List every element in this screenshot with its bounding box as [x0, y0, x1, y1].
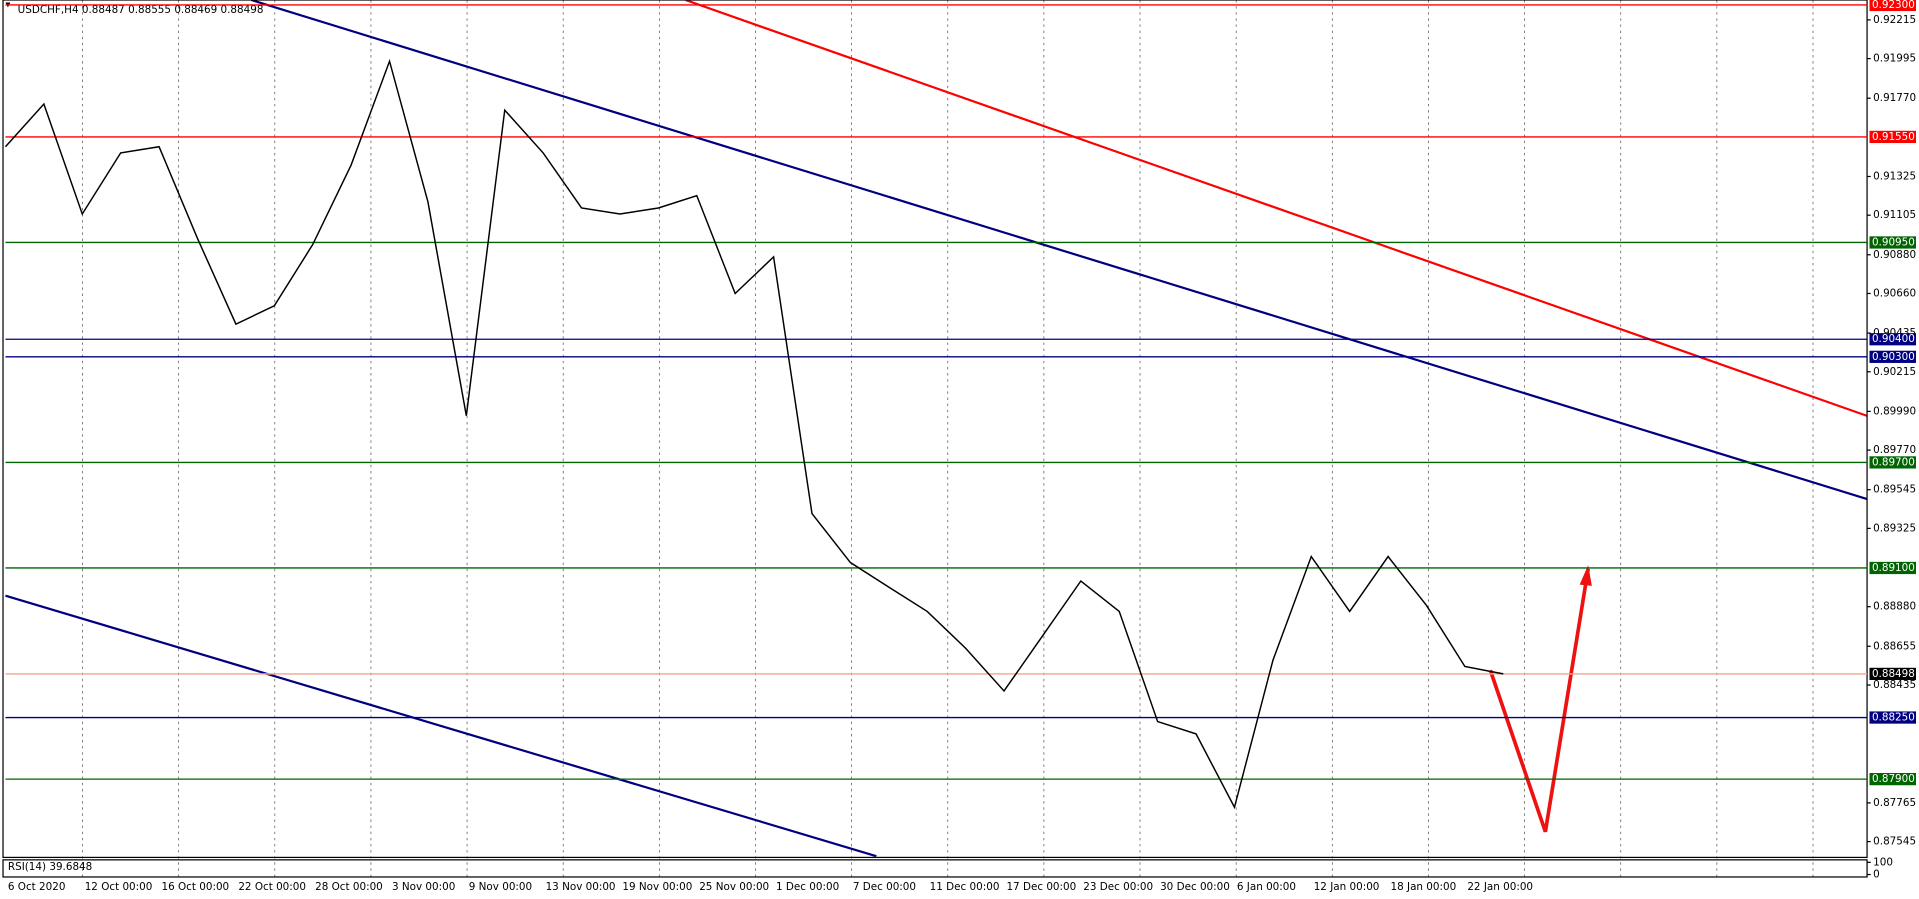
- x-tick-label: 6 Oct 2020: [8, 881, 66, 893]
- y-tick-label: 0.88435: [1873, 679, 1916, 691]
- symbol: USDCHF,H4: [18, 4, 79, 16]
- indicator-frame: [2, 859, 1868, 878]
- x-tick-label: 13 Nov 00:00: [546, 881, 616, 893]
- open: 0.88487: [82, 4, 125, 16]
- x-tick-label: 22 Jan 00:00: [1467, 881, 1533, 893]
- y-tick-label: 0.90215: [1873, 366, 1916, 378]
- level-label: 0.89700: [1872, 456, 1915, 468]
- level-label-box: [1869, 130, 1916, 144]
- trend-line: [250, 0, 1868, 501]
- chart-header: USDCHF,H4 0.88487 0.88555 0.88469 0.8849…: [18, 4, 264, 16]
- level-label: 0.91550: [1872, 131, 1915, 143]
- x-tick-label: 17 Dec 00:00: [1006, 881, 1076, 893]
- level-label: 0.89100: [1872, 562, 1915, 574]
- close: 0.88498: [221, 4, 264, 16]
- y-tick-label: 0.89770: [1873, 444, 1916, 456]
- level-label: 0.92300: [1872, 0, 1915, 11]
- level-label-box: [1869, 711, 1916, 724]
- x-tick-label: 22 Oct 00:00: [238, 881, 306, 893]
- y-tick-label: 0.87765: [1873, 797, 1916, 809]
- y-tick-label: 0.88655: [1873, 640, 1916, 652]
- x-tick-label: 6 Jan 00:00: [1237, 881, 1296, 893]
- level-label-box: [1869, 350, 1916, 363]
- y-tick-label: 0.89545: [1873, 484, 1916, 496]
- x-tick-label: 18 Jan 00:00: [1391, 881, 1457, 893]
- y-tick-label: 0.88880: [1873, 601, 1916, 613]
- x-tick-label: 23 Dec 00:00: [1083, 881, 1153, 893]
- x-tick-label: 11 Dec 00:00: [930, 881, 1000, 893]
- y-tick-label: 0.91995: [1873, 53, 1916, 65]
- level-label-box: [1869, 456, 1916, 469]
- level-label-box: [1869, 561, 1916, 575]
- plot-frame: [2, 0, 1868, 859]
- x-tick-label: 1 Dec 00:00: [776, 881, 839, 893]
- trend-line: [5, 594, 877, 858]
- x-tick-label: 25 Nov 00:00: [699, 881, 769, 893]
- y-tick-label: 0.91325: [1873, 170, 1916, 182]
- low: 0.88469: [174, 4, 217, 16]
- x-tick-label: 7 Dec 00:00: [853, 881, 916, 893]
- trend-line: [685, 0, 1868, 417]
- x-tick-label: 16 Oct 00:00: [162, 881, 230, 893]
- level-label: 0.88250: [1872, 712, 1915, 724]
- y-tick-label: 0.90660: [1873, 287, 1916, 299]
- y-tick-label: 0.91105: [1873, 209, 1916, 221]
- y-tick-label: 0.89325: [1873, 522, 1916, 534]
- y-tick-label: 0.89990: [1873, 405, 1916, 417]
- x-tick-label: 30 Dec 00:00: [1160, 881, 1230, 893]
- arrow-head: [1579, 565, 1592, 586]
- level-label: 0.90400: [1872, 333, 1915, 345]
- level-label-box: [1869, 667, 1916, 681]
- level-label-box: [1869, 0, 1916, 12]
- y-tick-label: 0.91770: [1873, 92, 1916, 104]
- indicator-tick-label: 0: [1873, 869, 1880, 881]
- price-line: [4, 58, 1504, 810]
- y-tick-label: 0.90880: [1873, 249, 1916, 261]
- forecast-arrow: [1488, 568, 1590, 833]
- x-tick-label: 28 Oct 00:00: [315, 881, 383, 893]
- y-tick-label: 0.87545: [1873, 836, 1916, 848]
- x-tick-label: 12 Jan 00:00: [1314, 881, 1380, 893]
- level-label: 0.90300: [1872, 351, 1915, 363]
- x-tick-label: 19 Nov 00:00: [622, 881, 692, 893]
- indicator-tick-label: 100: [1873, 856, 1893, 868]
- level-label: 0.90950: [1872, 236, 1915, 248]
- level-label: 0.87900: [1872, 773, 1915, 785]
- x-tick-label: 12 Oct 00:00: [85, 881, 153, 893]
- level-label-box: [1869, 333, 1916, 346]
- high: 0.88555: [128, 4, 171, 16]
- x-tick-label: 9 Nov 00:00: [469, 881, 532, 893]
- indicator-label: RSI(14) 39.6848: [8, 861, 92, 873]
- level-label: 0.88498: [1872, 668, 1915, 680]
- level-label-box: [1869, 236, 1916, 249]
- y-tick-label: 0.92215: [1873, 14, 1916, 26]
- x-tick-label: 3 Nov 00:00: [392, 881, 455, 893]
- level-label-box: [1869, 773, 1916, 786]
